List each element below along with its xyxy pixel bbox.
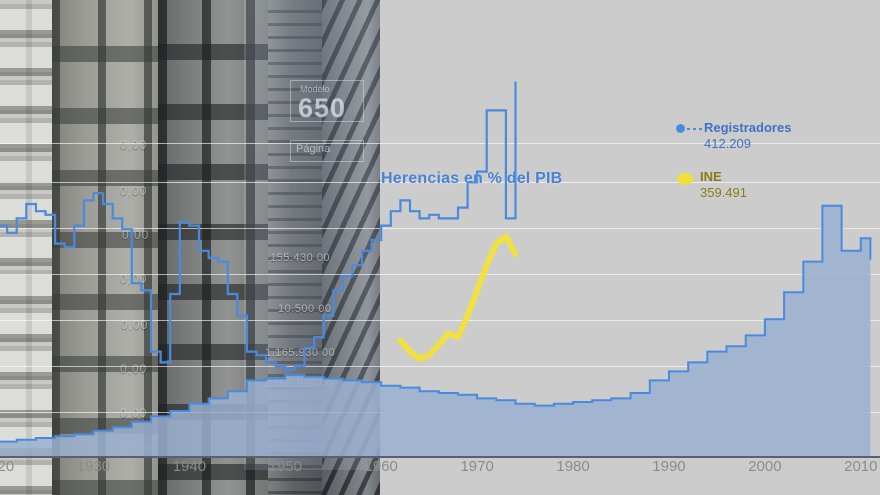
gridline <box>0 320 880 321</box>
registradores-value: 412.209 <box>704 135 751 151</box>
gridline <box>0 228 880 229</box>
x-axis-tick-label: 1930 <box>76 458 111 475</box>
modelo-box <box>290 80 364 122</box>
gridline <box>0 274 880 275</box>
registradores-leader-line <box>687 128 705 130</box>
form-zero-value: 0,00 <box>121 318 149 332</box>
form-zero-value: 0,00 <box>120 138 148 152</box>
ine-label: INE <box>700 169 722 184</box>
x-axis-tick-label: 1990 <box>652 458 686 475</box>
form-zero-value: 0,00 <box>122 228 150 242</box>
x-axis <box>0 456 880 458</box>
registradores-marker-dot <box>676 124 685 133</box>
x-axis-tick-label: 1970 <box>460 458 494 475</box>
gridline <box>0 366 880 367</box>
pagina-box <box>290 140 364 162</box>
modelo-number: 650 <box>298 93 347 123</box>
x-axis-tick-label: 2010 <box>844 458 878 475</box>
x-axis-tick-label: 2000 <box>748 458 782 475</box>
form-zero-value: 0,00 <box>120 406 148 420</box>
ine-marker-dot <box>677 173 693 185</box>
x-axis-tick-label: 1960 <box>364 458 398 475</box>
gridline <box>0 182 880 183</box>
registradores-annotation: Registradores 412.209 <box>704 120 792 153</box>
modelo-label: Modelo <box>300 84 330 94</box>
ine-annotation: INE 359.491 <box>700 169 747 202</box>
x-axis-tick-label: 1940 <box>172 458 207 475</box>
gridline <box>0 143 880 144</box>
x-axis-tick-label: 1980 <box>556 458 590 475</box>
registradores-label: Registradores <box>704 120 792 135</box>
form-zero-value: 0,00 <box>120 184 148 198</box>
chart-title: Herencias en % del PIB <box>381 170 563 187</box>
form-zero-value: 0,00 <box>120 362 148 376</box>
form-amount: 1.165.930 00 <box>265 347 336 359</box>
x-axis-tick-label: 1950 <box>268 458 302 475</box>
pagina-label: Página <box>296 143 331 155</box>
ine-value: 359.491 <box>700 184 747 200</box>
form-amount: 10.500 00 <box>278 303 332 315</box>
x-axis-tick-label: 1920 <box>0 458 15 475</box>
form-amount: 155.430 00 <box>270 252 331 264</box>
